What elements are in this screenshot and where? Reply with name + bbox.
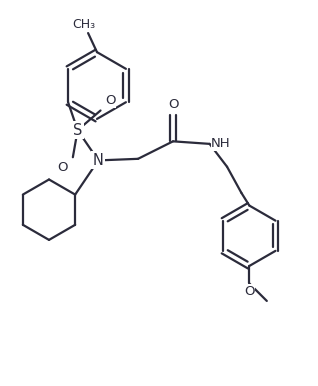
Text: N: N (93, 153, 104, 168)
Text: NH: NH (211, 137, 231, 151)
Text: CH₃: CH₃ (72, 18, 95, 30)
Text: O: O (105, 94, 116, 107)
Text: S: S (73, 123, 82, 138)
Text: O: O (58, 161, 68, 174)
Text: O: O (244, 285, 255, 298)
Text: O: O (168, 98, 178, 112)
